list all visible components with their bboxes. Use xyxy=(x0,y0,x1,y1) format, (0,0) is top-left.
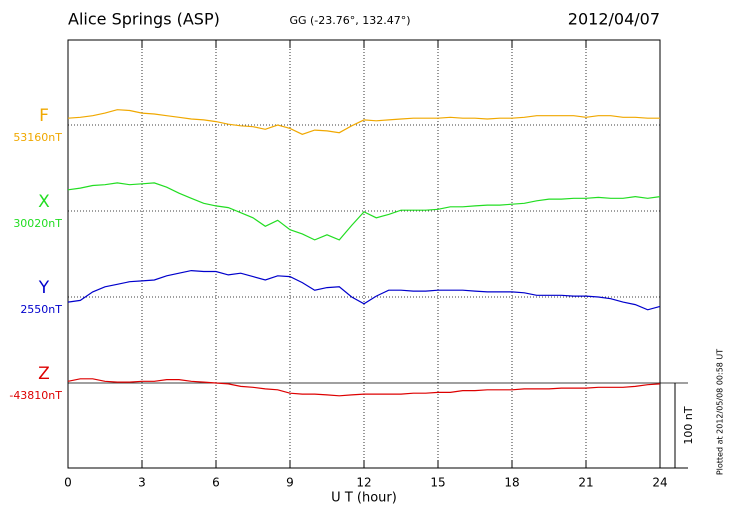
chart-subtitle: GG (-23.76°, 132.47°) xyxy=(289,14,410,27)
x-tick-label: 24 xyxy=(652,476,667,490)
baseline-label: 2550nT xyxy=(20,303,62,316)
series-line xyxy=(67,269,661,311)
series-name: Y xyxy=(38,278,50,298)
x-axis-label: U T (hour) xyxy=(331,491,397,506)
footnote: Plotted at 2012/05/08 00:58 UT xyxy=(716,349,725,475)
x-tick-label: 12 xyxy=(356,476,371,490)
baseline-label: 30020nT xyxy=(13,217,62,230)
x-tick-label: 0 xyxy=(64,476,72,490)
x-tick-label: 18 xyxy=(504,476,519,490)
scale-bar-label: 100 nT xyxy=(682,406,695,444)
series-line xyxy=(67,182,661,241)
x-tick-label: 15 xyxy=(430,476,445,490)
baseline-label: 53160nT xyxy=(13,131,62,144)
series-line xyxy=(67,109,660,135)
chart-date: 2012/04/07 xyxy=(568,10,660,29)
series-line xyxy=(67,378,661,397)
chart-title: Alice Springs (ASP) xyxy=(68,10,220,29)
baseline-label: -43810nT xyxy=(9,389,62,402)
series-name: Z xyxy=(38,364,50,384)
series-name: X xyxy=(38,192,50,212)
series-name: F xyxy=(39,106,49,126)
x-tick-label: 6 xyxy=(212,476,220,490)
x-tick-label: 21 xyxy=(578,476,593,490)
x-tick-label: 3 xyxy=(138,476,146,490)
x-tick-label: 9 xyxy=(286,476,294,490)
